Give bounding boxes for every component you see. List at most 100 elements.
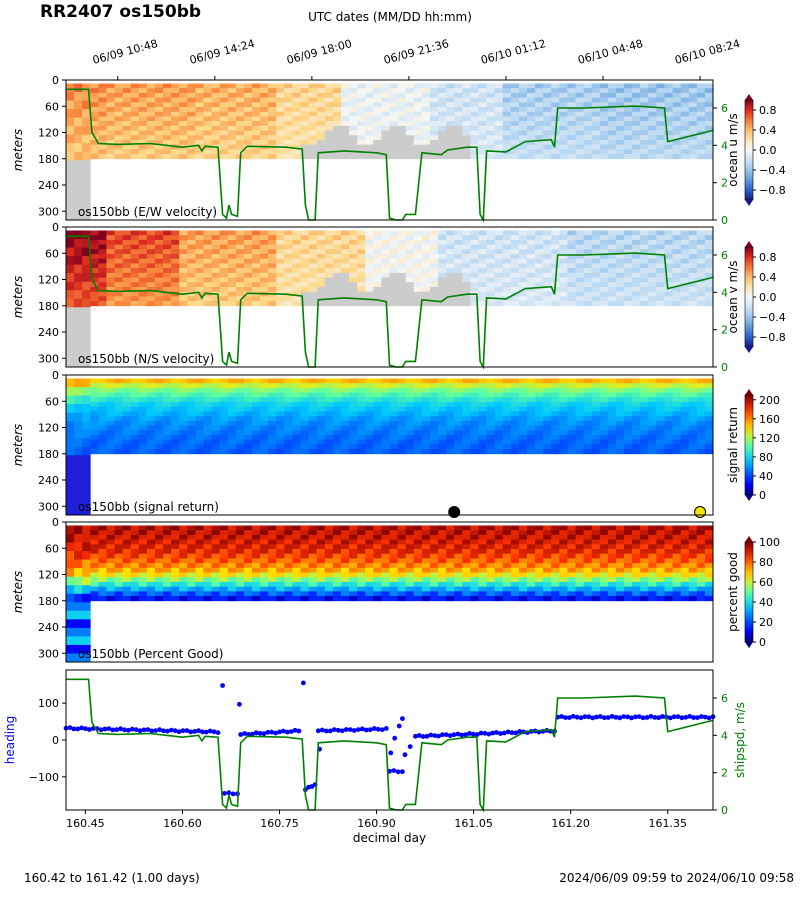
heatmap-cell (446, 286, 455, 293)
heatmap-cells (66, 378, 714, 516)
heatmap-cell (130, 301, 140, 307)
heatmap-cell (74, 194, 83, 204)
heatmap-cell (114, 149, 124, 155)
heatmap-cell (300, 586, 310, 592)
heatmap-cell (252, 420, 261, 426)
heatmap-cell (486, 268, 496, 274)
heatmap-cell (518, 420, 528, 426)
heatmap-cell (146, 525, 156, 531)
heatmap-cell (454, 83, 463, 89)
heatmap-cell (543, 596, 552, 602)
heatmap-cell (98, 544, 107, 550)
heatmap-cell (316, 83, 326, 89)
heatmap-cell (243, 444, 253, 450)
heatmap-cell (429, 107, 439, 113)
heatmap-cell (195, 420, 204, 426)
heatmap-cell (421, 577, 431, 583)
heatmap-cell (373, 525, 382, 531)
heatmap-cell (381, 378, 390, 384)
heatmap-cell (138, 530, 148, 536)
heatmap-cell (470, 444, 479, 450)
heatmap-cell (292, 577, 301, 583)
heatmap-cell (535, 581, 544, 588)
heatmap-cell (316, 577, 326, 583)
heatmap-cell (567, 591, 576, 597)
heatmap-cell (130, 416, 140, 422)
heatmap-cell (397, 402, 407, 408)
heatmap-cell (324, 378, 334, 384)
heatmap-cell (640, 102, 649, 108)
heatmap-cell (260, 596, 269, 602)
heatmap-cell (510, 135, 520, 141)
heatmap-cell (389, 553, 398, 559)
heatmap-cell (615, 430, 625, 436)
heatmap-cell (543, 553, 552, 559)
heatmap-cell (518, 383, 528, 389)
heatmap-cell (171, 296, 180, 302)
heatmap-cell (122, 411, 132, 417)
heatmap-cell (429, 111, 439, 117)
heatmap-cell (106, 434, 115, 441)
heatmap-cell (66, 349, 75, 359)
heatmap-cell (324, 558, 334, 564)
heatmap-cell (268, 406, 277, 412)
heatmap-cell (405, 530, 415, 536)
heatmap-cell (324, 434, 334, 441)
heatmap-cell (413, 558, 423, 564)
heatmap-cell (98, 530, 107, 536)
heatmap-cell (292, 268, 301, 274)
heatmap-cell (632, 130, 641, 136)
heatmap-cell (688, 139, 698, 146)
heatmap-cell (292, 116, 301, 122)
heatmap-cell (106, 83, 115, 89)
heatmap-cell (349, 402, 358, 408)
heatmap-cell (82, 610, 91, 620)
heatmap-cell (688, 387, 698, 394)
heatmap-cell (227, 154, 237, 160)
heatmap-cell (74, 247, 83, 257)
heatmap-cell (462, 92, 471, 99)
heatmap-cell (446, 420, 455, 426)
heatmap-cell (252, 581, 261, 588)
heatmap-cell (510, 263, 520, 269)
heatmap-cell (300, 397, 310, 403)
heatmap-cell (438, 549, 447, 555)
heatmap-cell (82, 194, 91, 204)
heatmap-cell (704, 102, 714, 108)
heatmap-cell (680, 263, 690, 269)
y-tick-label: 0 (52, 74, 59, 87)
heatmap-cell (559, 430, 568, 436)
heatmap-cell (163, 139, 172, 146)
heatmap-cell (90, 558, 99, 564)
heatmap-cell (163, 97, 172, 103)
heatmap-cell (146, 530, 156, 536)
heatmap-cell (171, 534, 180, 541)
heatmap-cell (680, 239, 690, 246)
heatmap-cell (438, 449, 447, 455)
heatmap-cell (227, 144, 237, 150)
heatmap-cell (389, 92, 398, 99)
heatmap-cell (146, 378, 156, 384)
heatmap-cell (211, 558, 221, 564)
heatmap-cell (413, 130, 423, 136)
heatmap-cell (98, 416, 107, 422)
heatmap-cell (203, 558, 212, 564)
heatmap-cell (543, 525, 552, 531)
heatmap-cell (680, 125, 690, 131)
heatmap-cell (632, 291, 641, 297)
heatmap-cell (235, 525, 245, 531)
heatmap-cell (130, 144, 140, 150)
heatmap-cell (219, 254, 229, 260)
heatmap-cell (680, 254, 690, 260)
heatmap-cell (405, 92, 415, 99)
heatmap-cell (535, 596, 544, 602)
heatmap-cell (624, 434, 633, 441)
heatmap-cell (567, 430, 576, 436)
heatmap-cell (106, 130, 115, 136)
heatmap-cell (203, 434, 212, 441)
heatmap-cell (421, 444, 431, 450)
heatmap-cell (599, 88, 609, 94)
heatmap-cell (567, 434, 576, 441)
heatmap-cell (656, 139, 665, 146)
heatmap-cell (349, 444, 358, 450)
